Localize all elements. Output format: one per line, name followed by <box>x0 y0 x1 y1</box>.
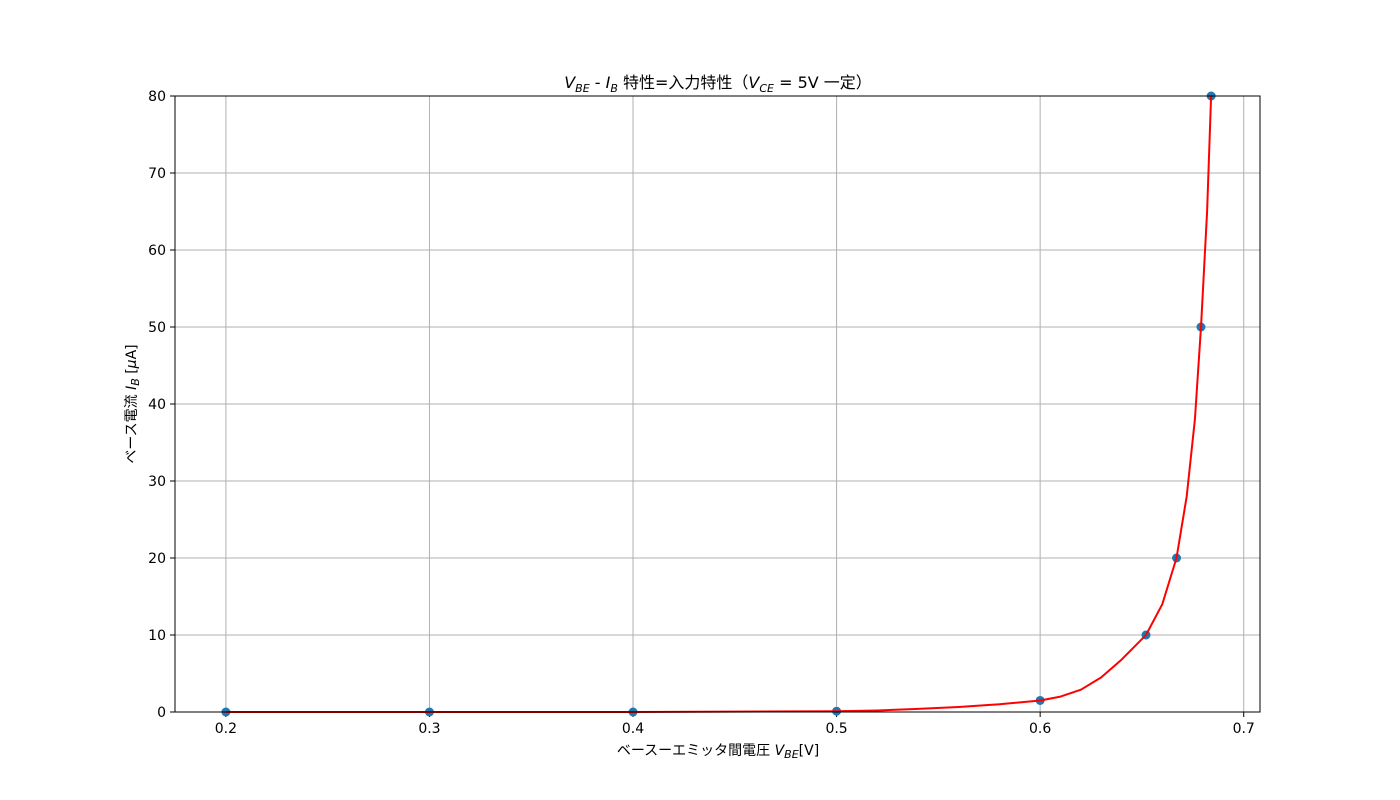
x-tick-label: 0.5 <box>825 721 847 737</box>
x-tick-label: 0.4 <box>622 721 644 737</box>
xlabel-v: V <box>775 743 786 759</box>
title-vce-sub: CE <box>759 82 774 95</box>
title-v-sub: BE <box>575 82 590 95</box>
x-tick-label: 0.2 <box>215 721 237 737</box>
title-vce: V <box>748 73 760 92</box>
xlabel-prefix: ベースーエミッタ間電圧 <box>617 743 775 759</box>
grid-lines <box>175 95 1260 713</box>
y-tick-label: 40 <box>148 397 166 413</box>
y-tick-label: 50 <box>148 320 166 336</box>
y-tick-label: 0 <box>157 705 166 721</box>
x-axis-ticks: 0.2 0.3 0.4 0.5 0.6 0.7 <box>215 712 1255 737</box>
title-i: I <box>606 73 611 92</box>
y-tick-label: 30 <box>148 474 166 490</box>
ylabel-unit: A] <box>124 344 140 359</box>
y-tick-label: 60 <box>148 243 166 259</box>
ylabel-mu: μ <box>124 359 140 369</box>
xlabel-suffix: [V] <box>799 743 820 759</box>
ylabel-i: I <box>124 386 140 390</box>
x-axis-title: ベースーエミッタ間電圧 VBE[V] <box>617 743 819 761</box>
y-axis-title: ベース電流 IB [μA] <box>124 344 142 463</box>
fit-curve-line <box>225 95 1213 713</box>
title-mid: 特性=入力特性（ <box>618 73 749 92</box>
x-tick-label: 0.3 <box>418 721 440 737</box>
ylabel-prefix: ベース電流 <box>124 390 140 464</box>
title-end: = 5V 一定） <box>774 73 872 92</box>
y-tick-label: 80 <box>148 89 166 105</box>
plot-frame <box>174 95 1261 713</box>
title-dash: - <box>590 73 606 92</box>
xlabel-sub: BE <box>784 748 799 761</box>
title-i-sub: B <box>610 82 618 95</box>
chart-title: VBE - IB 特性=入力特性（VCE = 5V 一定） <box>564 73 872 95</box>
x-tick-label: 0.6 <box>1029 721 1051 737</box>
y-axis-ticks: 0 10 20 30 40 50 60 70 80 <box>148 89 175 721</box>
y-tick-label: 20 <box>148 551 166 567</box>
y-tick-label: 10 <box>148 628 166 644</box>
y-tick-label: 70 <box>148 166 166 182</box>
ylabel-suffix: [ <box>124 368 140 378</box>
x-tick-label: 0.7 <box>1233 721 1255 737</box>
title-v: V <box>564 73 576 92</box>
ylabel-sub: B <box>129 378 142 386</box>
